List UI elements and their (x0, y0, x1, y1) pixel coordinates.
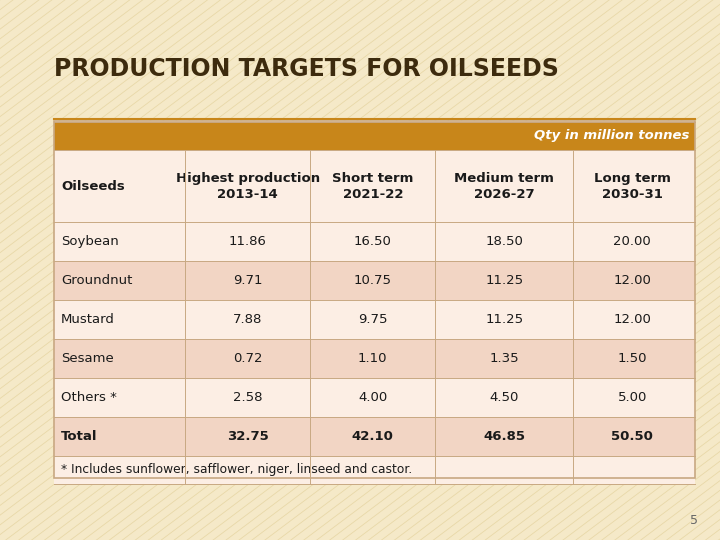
Text: 0.72: 0.72 (233, 352, 263, 365)
Text: 32.75: 32.75 (227, 430, 269, 443)
Text: Groundnut: Groundnut (61, 274, 132, 287)
Text: 10.75: 10.75 (354, 274, 392, 287)
Text: 9.75: 9.75 (358, 313, 387, 326)
Text: 5: 5 (690, 514, 698, 526)
Text: 18.50: 18.50 (485, 235, 523, 248)
Text: Qty in million tonnes: Qty in million tonnes (534, 129, 689, 142)
Bar (54, 222, 695, 261)
Bar (54, 122, 695, 150)
Text: 9.71: 9.71 (233, 274, 263, 287)
Bar (54, 456, 695, 484)
Bar (54, 300, 695, 339)
Bar (54, 122, 695, 478)
Text: PRODUCTION TARGETS FOR OILSEEDS: PRODUCTION TARGETS FOR OILSEEDS (54, 57, 559, 80)
Bar (54, 417, 695, 456)
Text: 20.00: 20.00 (613, 235, 651, 248)
Text: 42.10: 42.10 (352, 430, 394, 443)
Text: 4.50: 4.50 (490, 391, 519, 404)
Text: Oilseeds: Oilseeds (61, 179, 125, 193)
Text: 46.85: 46.85 (483, 430, 525, 443)
Text: 1.10: 1.10 (358, 352, 387, 365)
Text: Sesame: Sesame (61, 352, 114, 365)
Text: 1.50: 1.50 (618, 352, 647, 365)
Bar (54, 150, 695, 222)
Text: 16.50: 16.50 (354, 235, 392, 248)
Bar (54, 122, 695, 478)
Text: * Includes sunflower, safflower, niger, linseed and castor.: * Includes sunflower, safflower, niger, … (61, 463, 413, 476)
Bar (54, 339, 695, 378)
Bar (54, 378, 695, 417)
Text: Medium term
2026-27: Medium term 2026-27 (454, 172, 554, 200)
Text: 4.00: 4.00 (358, 391, 387, 404)
Text: Soybean: Soybean (61, 235, 119, 248)
Text: 12.00: 12.00 (613, 313, 652, 326)
Text: 1.35: 1.35 (490, 352, 519, 365)
Text: 11.25: 11.25 (485, 313, 523, 326)
Text: 2.58: 2.58 (233, 391, 263, 404)
Text: 7.88: 7.88 (233, 313, 263, 326)
Text: Short term
2021-22: Short term 2021-22 (332, 172, 413, 200)
Text: 5.00: 5.00 (618, 391, 647, 404)
Text: 12.00: 12.00 (613, 274, 652, 287)
Text: Others *: Others * (61, 391, 117, 404)
Text: 11.86: 11.86 (229, 235, 267, 248)
Text: Mustard: Mustard (61, 313, 115, 326)
Text: Total: Total (61, 430, 98, 443)
Text: 11.25: 11.25 (485, 274, 523, 287)
Text: Highest production
2013-14: Highest production 2013-14 (176, 172, 320, 200)
Text: 50.50: 50.50 (611, 430, 653, 443)
Text: Long term
2030-31: Long term 2030-31 (594, 172, 671, 200)
Bar (54, 261, 695, 300)
